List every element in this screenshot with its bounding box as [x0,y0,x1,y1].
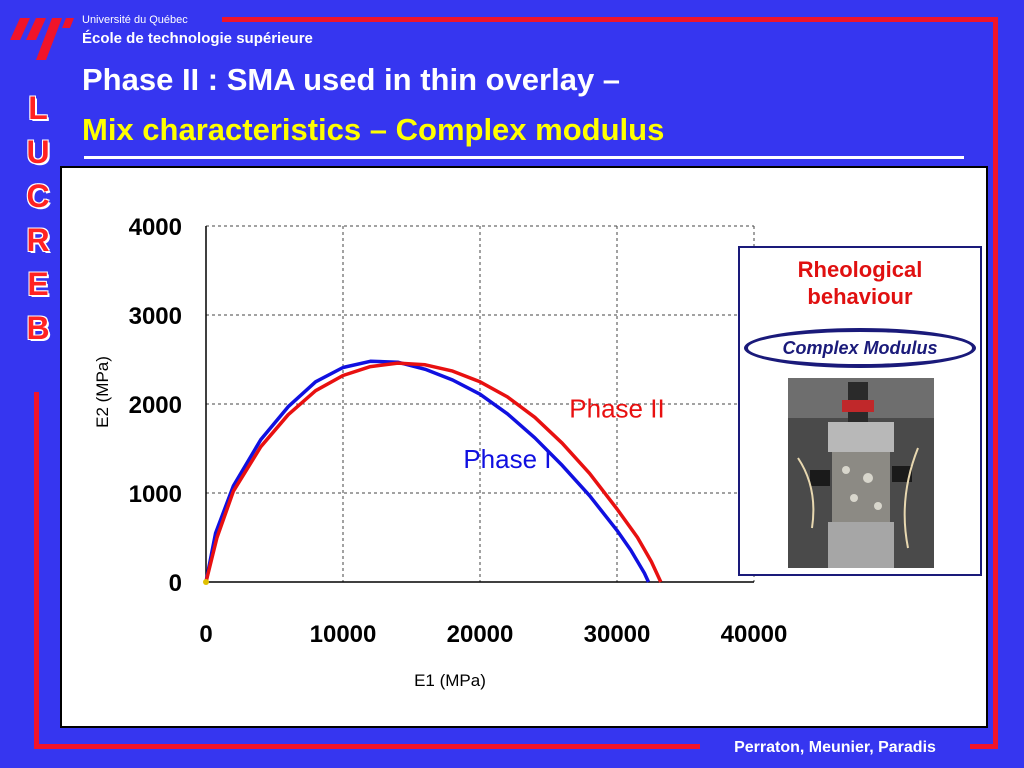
x-tick-label: 20000 [447,621,514,648]
slide-title-line2: Mix characteristics – Complex modulus [82,112,665,147]
origin-marker [203,579,209,585]
slide-title-line1: Phase II : SMA used in thin overlay – [82,62,621,97]
x-tick-label: 10000 [310,621,377,648]
apparatus-illustration [788,378,934,568]
side-letter: U [26,134,50,170]
inset-box: Rheological behaviour Complex Modulus [738,246,982,576]
side-letter: L [28,90,48,126]
side-letter: B [26,310,50,346]
series-line-phase2 [204,361,663,583]
test-apparatus-photo [788,378,934,568]
frame-line-right [993,17,998,749]
y-tick-label: 4000 [129,214,182,241]
complex-modulus-oval: Complex Modulus [744,328,976,368]
school-name: École de technologie supérieure [82,30,313,47]
university-name: Université du Québec [82,14,188,26]
inset-title-line1: Rheological [797,257,923,282]
x-tick-label: 40000 [721,621,788,648]
frame-line-top [222,17,998,22]
x-tick-label: 30000 [584,621,651,648]
frame-line-left [34,392,39,749]
y-tick-label: 3000 [129,303,182,330]
side-acronym: L U C R E B [16,86,60,350]
y-tick-label: 2000 [129,392,182,419]
y-axis-label: E2 (MPa) [93,356,112,428]
university-logo [10,18,74,60]
series-line-phase1 [204,359,651,583]
title-underline [84,156,964,159]
x-axis-label: E1 (MPa) [414,671,486,690]
footer-authors: Perraton, Meunier, Paradis [700,736,970,760]
frame-line-bottom [34,744,998,749]
series-label-phase1: Phase I [463,444,551,474]
side-letter: C [26,178,50,214]
inset-title: Rheological behaviour [740,256,980,310]
y-tick-label: 0 [169,570,182,597]
series-label-phase2: Phase II [569,393,664,423]
oval-label: Complex Modulus [782,337,938,358]
side-letter: E [27,266,49,302]
inset-title-line2: behaviour [807,284,913,309]
complex-modulus-chart: 0 10000 20000 30000 40000 0 1000 2000 3000 4000 E1… [93,214,788,690]
side-letter: R [26,222,50,258]
y-tick-label: 1000 [129,481,182,508]
x-tick-label: 0 [199,621,212,648]
